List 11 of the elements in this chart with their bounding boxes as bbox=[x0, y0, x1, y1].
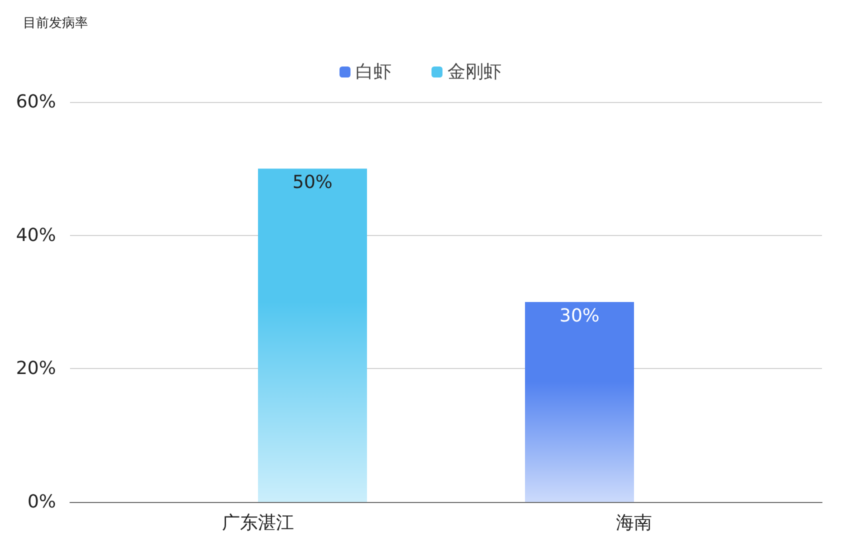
y-tick-label: 40% bbox=[16, 224, 56, 246]
y-tick-label: 60% bbox=[16, 92, 56, 112]
y-tick-label: 0% bbox=[27, 492, 56, 512]
chart-title: 目前发病率 bbox=[23, 15, 88, 31]
data-label: 30% bbox=[559, 306, 600, 326]
x-tick-label: 广东湛江 bbox=[222, 512, 294, 534]
legend-label: 白虾 bbox=[356, 62, 392, 82]
legend-label: 金刚虾 bbox=[448, 62, 502, 82]
data-label: 50% bbox=[292, 172, 333, 194]
y-tick-label: 20% bbox=[16, 358, 56, 380]
x-tick-label: 海南 bbox=[616, 512, 652, 534]
